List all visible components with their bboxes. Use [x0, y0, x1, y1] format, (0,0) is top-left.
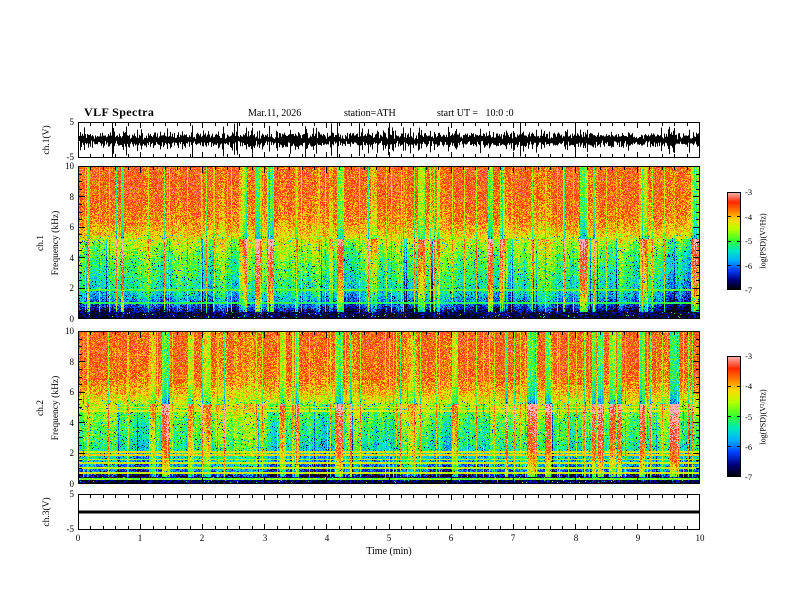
ch1-colorbar-tick-label: -3	[745, 187, 753, 197]
ch1-ymax-label: 5	[69, 117, 75, 127]
time-tick-label: 0	[75, 533, 81, 543]
ch1-colorbar-tick-label: -4	[745, 212, 753, 222]
ch1-colorbar-tick-label: -6	[745, 261, 753, 271]
ch2-spectrogram	[78, 331, 700, 484]
ch2-colorbar-tick-label: -7	[745, 472, 753, 482]
ch2-freq-tick-label: 2	[69, 448, 75, 458]
ch1-colorbar	[727, 192, 741, 290]
time-tick-label: 2	[199, 533, 205, 543]
time-tick-label: 3	[262, 533, 268, 543]
ch2-colorbar-tick-label: -6	[745, 442, 753, 452]
start-ut-label: start UT = 10:0 :0	[437, 108, 514, 119]
ch1-colorbar-tick-label: -7	[745, 285, 753, 295]
ch1-waveform-plot	[78, 122, 700, 158]
time-tick-label: 8	[573, 533, 579, 543]
ch2-channel-label: ch.2	[36, 399, 46, 417]
ch2-colorbar-tick-label: -3	[745, 351, 753, 361]
ch2-freq-tick-label: 4	[69, 418, 75, 428]
ch3-voltage-axis-label: ch.3(V)	[42, 497, 52, 527]
station-label: station=ATH	[344, 108, 396, 119]
ch2-frequency-axis-label: Frequency (kHz)	[51, 375, 61, 441]
ch2-colorbar-tick-label: -5	[745, 412, 753, 422]
ch1-freq-tick-label: 6	[69, 222, 75, 232]
ch2-freq-tick-label: 0	[69, 479, 75, 489]
ch1-freq-tick-label: 4	[69, 253, 75, 263]
ch2-colorbar	[727, 356, 741, 477]
ch1-freq-tick-label: 0	[69, 314, 75, 324]
time-axis-label: Time (min)	[366, 546, 412, 557]
ch3-ymax-label: 5	[69, 489, 75, 499]
time-tick-label: 9	[635, 533, 641, 543]
ch2-freq-tick-label: 10	[65, 326, 74, 336]
figure-date: Mar.11, 2026	[248, 108, 302, 119]
time-tick-label: 6	[448, 533, 454, 543]
time-tick-label: 7	[510, 533, 516, 543]
figure-title: VLF Spectra	[84, 105, 155, 119]
ch3-ymin-label: -5	[66, 524, 75, 534]
ch1-freq-tick-label: 10	[65, 161, 74, 171]
time-tick-label: 1	[137, 533, 143, 543]
ch1-freq-tick-label: 8	[69, 192, 75, 202]
time-tick-label: 4	[324, 533, 330, 543]
ch2-freq-tick-label: 6	[69, 387, 75, 397]
ch2-freq-tick-label: 8	[69, 357, 75, 367]
ch1-freq-tick-label: 2	[69, 283, 75, 293]
ch1-ymin-label: -5	[66, 152, 75, 162]
time-tick-label: 10	[695, 533, 705, 543]
ch1-channel-label: ch.1	[36, 234, 46, 252]
ch3-waveform-plot	[78, 494, 700, 530]
ch1-colorbar-tick-label: -5	[745, 236, 753, 246]
ch1-voltage-axis-label: ch.1(V)	[42, 125, 52, 155]
ch2-colorbar-tick-label: -4	[745, 381, 753, 391]
ch1-frequency-axis-label: Frequency (kHz)	[51, 210, 61, 276]
time-tick-label: 5	[386, 533, 392, 543]
ch1-spectrogram	[78, 166, 700, 319]
